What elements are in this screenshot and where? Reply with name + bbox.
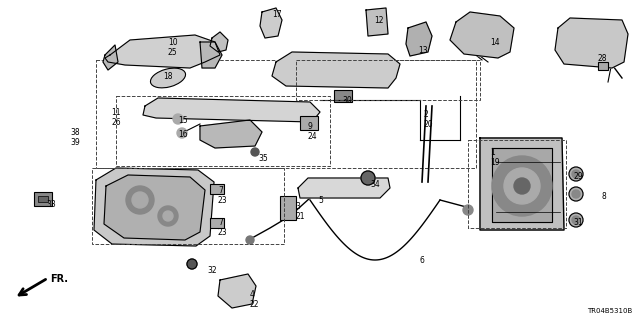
- Text: 38
39: 38 39: [70, 128, 80, 148]
- Circle shape: [132, 192, 148, 208]
- Circle shape: [569, 213, 583, 227]
- Text: 8: 8: [601, 192, 605, 201]
- Circle shape: [251, 148, 259, 156]
- Text: 17: 17: [272, 10, 282, 19]
- Polygon shape: [480, 138, 564, 230]
- Text: 16: 16: [178, 130, 188, 139]
- Text: TR04B5310B: TR04B5310B: [587, 308, 632, 314]
- Circle shape: [492, 156, 552, 216]
- Circle shape: [177, 128, 187, 138]
- Bar: [598, 62, 608, 70]
- Polygon shape: [406, 22, 432, 56]
- Text: 2
20: 2 20: [424, 110, 434, 129]
- Bar: [92, 168, 284, 244]
- Polygon shape: [492, 148, 552, 222]
- Text: 7
23: 7 23: [218, 186, 228, 205]
- Bar: [296, 60, 480, 100]
- Text: 18: 18: [163, 72, 173, 81]
- Circle shape: [126, 186, 154, 214]
- Circle shape: [569, 167, 583, 181]
- Text: 28: 28: [597, 54, 607, 63]
- Circle shape: [569, 187, 583, 201]
- Polygon shape: [104, 175, 205, 240]
- Text: 6: 6: [420, 256, 425, 265]
- Circle shape: [514, 178, 530, 194]
- Polygon shape: [366, 8, 388, 36]
- Bar: [34, 192, 52, 206]
- Text: 32: 32: [207, 266, 216, 275]
- Polygon shape: [143, 98, 320, 122]
- Text: 33: 33: [46, 200, 56, 209]
- Polygon shape: [298, 178, 390, 198]
- Bar: [280, 196, 296, 220]
- Circle shape: [572, 190, 580, 198]
- Circle shape: [361, 171, 375, 185]
- Text: 9
24: 9 24: [308, 122, 317, 141]
- Polygon shape: [200, 120, 262, 148]
- Polygon shape: [210, 32, 228, 52]
- Text: 7
23: 7 23: [218, 218, 228, 237]
- Polygon shape: [103, 45, 118, 70]
- Circle shape: [173, 114, 183, 124]
- Polygon shape: [555, 18, 628, 68]
- Circle shape: [504, 168, 540, 204]
- Circle shape: [572, 216, 580, 224]
- Text: FR.: FR.: [50, 274, 68, 284]
- Circle shape: [572, 170, 580, 178]
- Text: 3
21: 3 21: [295, 202, 305, 221]
- Bar: [38, 196, 48, 202]
- Circle shape: [246, 236, 254, 244]
- Text: 10
25: 10 25: [168, 38, 178, 57]
- Text: 12: 12: [374, 16, 383, 25]
- Text: 35: 35: [258, 154, 268, 163]
- Polygon shape: [105, 35, 220, 68]
- Text: 14: 14: [490, 38, 500, 47]
- Bar: [468, 140, 566, 228]
- Text: 34: 34: [370, 180, 380, 189]
- Polygon shape: [450, 12, 514, 58]
- Text: 13: 13: [418, 46, 428, 55]
- Bar: [116, 96, 330, 166]
- Polygon shape: [200, 42, 222, 68]
- Polygon shape: [218, 274, 256, 308]
- Circle shape: [187, 259, 197, 269]
- Circle shape: [463, 205, 473, 215]
- Text: 30: 30: [342, 96, 352, 105]
- Circle shape: [158, 206, 178, 226]
- Text: 15: 15: [178, 116, 188, 125]
- Bar: [210, 218, 224, 228]
- Ellipse shape: [150, 68, 186, 88]
- Bar: [300, 116, 318, 130]
- Text: 29: 29: [573, 172, 582, 181]
- Text: 31: 31: [573, 218, 582, 227]
- Circle shape: [163, 211, 173, 221]
- Text: 11
26: 11 26: [111, 108, 120, 127]
- Polygon shape: [260, 8, 282, 38]
- Polygon shape: [94, 168, 214, 246]
- Text: 4
22: 4 22: [250, 290, 259, 309]
- Bar: [210, 184, 224, 194]
- Polygon shape: [272, 52, 400, 88]
- Text: 1
19: 1 19: [490, 148, 500, 167]
- Bar: [334, 90, 352, 102]
- Text: 5: 5: [318, 196, 323, 205]
